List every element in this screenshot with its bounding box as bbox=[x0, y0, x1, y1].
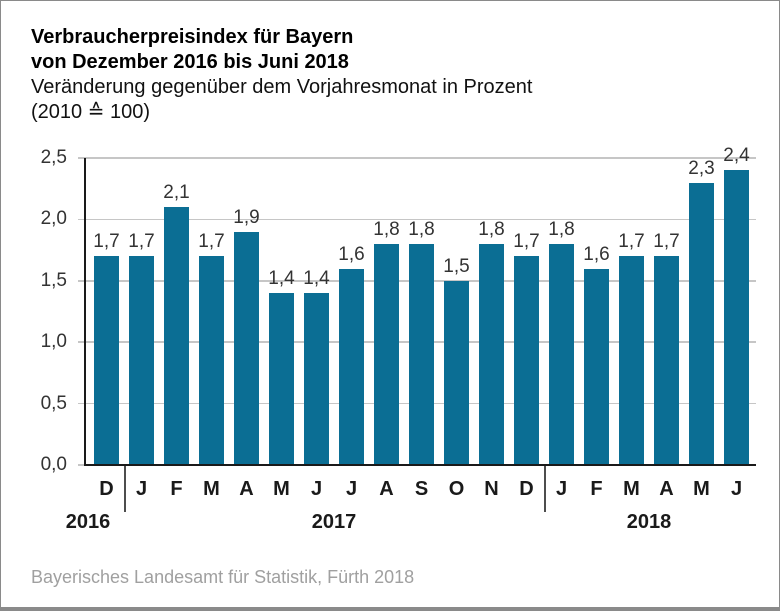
bar-value-label: 1,9 bbox=[233, 206, 260, 228]
month-tick-label: D bbox=[99, 478, 114, 500]
y-tick-label: 0,0 bbox=[40, 454, 67, 475]
source-note: Bayerisches Landesamt für Statistik, Für… bbox=[31, 567, 415, 587]
bar bbox=[234, 231, 259, 465]
bar bbox=[409, 243, 434, 465]
bar-value-label: 1,7 bbox=[513, 231, 540, 253]
chart-header: Verbraucherpreisindex für Bayern von Dez… bbox=[31, 25, 532, 125]
bar-value-label: 1,7 bbox=[128, 231, 155, 253]
bar bbox=[339, 268, 364, 465]
bar bbox=[199, 256, 224, 465]
bar-value-label: 1,7 bbox=[93, 231, 120, 253]
month-tick-label: A bbox=[659, 478, 674, 500]
month-tick-label: J bbox=[310, 478, 323, 500]
bar-value-label: 1,6 bbox=[338, 243, 365, 265]
month-tick-label: N bbox=[484, 478, 499, 500]
bar bbox=[374, 243, 399, 465]
bar bbox=[724, 170, 749, 465]
year-label: 2017 bbox=[311, 511, 357, 533]
month-tick-label: J bbox=[345, 478, 358, 500]
bar bbox=[514, 256, 539, 465]
month-tick-label: A bbox=[239, 478, 254, 500]
month-tick-label: F bbox=[590, 478, 603, 500]
month-tick-label: M bbox=[203, 478, 220, 500]
bar bbox=[129, 256, 154, 465]
month-tick-label: A bbox=[379, 478, 394, 500]
month-tick-label: J bbox=[730, 478, 743, 500]
y-tick-label: 2,5 bbox=[40, 147, 67, 168]
bar-value-label: 2,4 bbox=[723, 145, 750, 167]
title-line-2: von Dezember 2016 bis Juni 2018 bbox=[31, 51, 349, 73]
month-tick-label: F bbox=[170, 478, 183, 500]
bar bbox=[479, 243, 504, 465]
bar bbox=[444, 280, 469, 465]
bar bbox=[584, 268, 609, 465]
subtitle-line-1: Veränderung gegenüber dem Vorjahresmonat… bbox=[31, 76, 533, 98]
month-tick-label: J bbox=[555, 478, 568, 500]
month-tick-label: M bbox=[623, 478, 640, 500]
gridline bbox=[78, 157, 756, 159]
bar-value-label: 1,7 bbox=[653, 231, 680, 253]
year-separator bbox=[544, 464, 546, 512]
month-tick-label: O bbox=[448, 478, 465, 500]
bar bbox=[654, 256, 679, 465]
bar-value-label: 1,8 bbox=[373, 218, 400, 240]
y-tick-label: 1,0 bbox=[40, 331, 67, 353]
bar-value-label: 2,1 bbox=[163, 182, 190, 204]
year-label: 2018 bbox=[626, 511, 672, 533]
title-line-1: Verbraucherpreisindex für Bayern bbox=[31, 26, 354, 48]
y-axis-line bbox=[84, 158, 86, 465]
month-tick-label: M bbox=[693, 478, 710, 500]
bar bbox=[269, 293, 294, 465]
gridline bbox=[78, 218, 756, 221]
bar-value-label: 1,8 bbox=[478, 218, 505, 240]
bar-value-label: 1,6 bbox=[583, 243, 610, 265]
month-tick-label: M bbox=[273, 478, 290, 500]
bar-value-label: 1,7 bbox=[618, 231, 645, 253]
year-separator bbox=[124, 464, 126, 512]
month-tick-label: S bbox=[414, 478, 429, 500]
y-tick-label: 1,5 bbox=[40, 269, 67, 291]
bar-value-label: 1,5 bbox=[443, 255, 470, 277]
bar bbox=[304, 293, 329, 465]
bar-value-label: 1,7 bbox=[198, 231, 225, 253]
bar-value-label: 1,8 bbox=[408, 218, 435, 240]
year-label: 2016 bbox=[65, 511, 111, 533]
bar-value-label: 2,3 bbox=[688, 157, 715, 179]
x-axis-line bbox=[84, 463, 756, 466]
subtitle-line-2: (2010 ≙ 100) bbox=[31, 101, 151, 123]
bar-value-label: 1,4 bbox=[268, 268, 295, 290]
bar bbox=[164, 207, 189, 465]
month-tick-label: D bbox=[519, 478, 534, 500]
bar bbox=[619, 256, 644, 465]
bar bbox=[94, 256, 119, 465]
bar bbox=[689, 182, 714, 465]
bar-value-label: 1,8 bbox=[548, 218, 575, 240]
bar-value-label: 1,4 bbox=[303, 268, 330, 290]
bar bbox=[549, 243, 574, 465]
month-tick-label: J bbox=[135, 478, 148, 500]
y-tick-label: 0,5 bbox=[40, 392, 67, 414]
y-tick-label: 2,0 bbox=[40, 208, 67, 230]
